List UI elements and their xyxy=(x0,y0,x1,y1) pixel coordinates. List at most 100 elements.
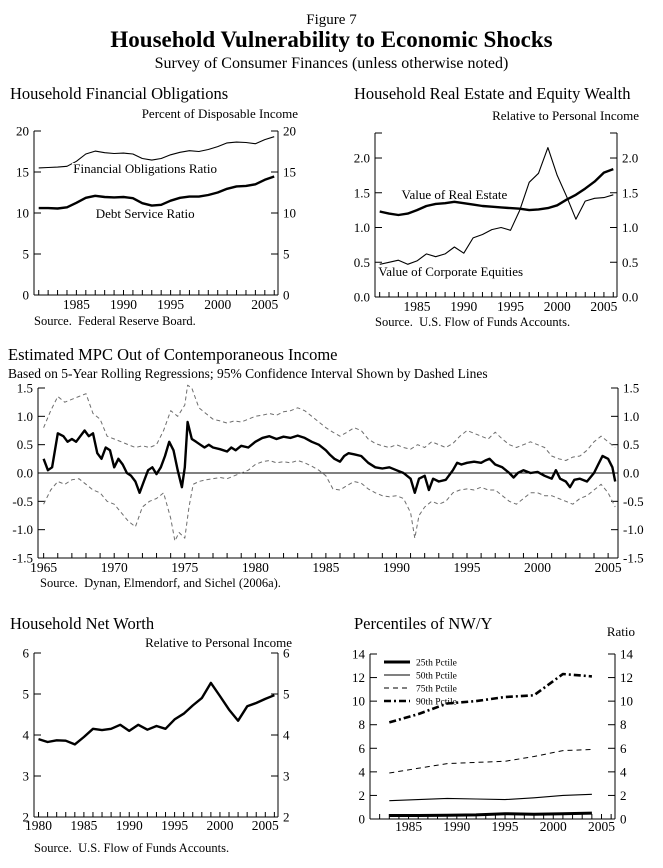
svg-text:12: 12 xyxy=(620,670,633,685)
axis-unit-label: Relative to Personal Income xyxy=(492,108,639,123)
svg-text:Debt Service Ratio: Debt Service Ratio xyxy=(96,206,195,221)
svg-text:25th Pctile: 25th Pctile xyxy=(416,659,457,669)
svg-text:15: 15 xyxy=(283,165,296,180)
chart-title-mpc: Estimated MPC Out of Contemporaneous Inc… xyxy=(8,345,338,364)
source-note: Source. U.S. Flow of Funds Accounts. xyxy=(375,315,571,329)
figure-title: Household Vulnerability to Economic Shoc… xyxy=(110,27,553,52)
svg-text:1995: 1995 xyxy=(454,560,481,575)
svg-text:-1.0: -1.0 xyxy=(623,522,644,537)
svg-text:1995: 1995 xyxy=(492,819,519,834)
svg-text:1995: 1995 xyxy=(161,818,188,833)
svg-text:2000: 2000 xyxy=(544,299,571,314)
svg-text:0.5: 0.5 xyxy=(622,255,638,270)
chart-title-financial-obligations: Household Financial Obligations xyxy=(10,84,229,103)
svg-text:1985: 1985 xyxy=(312,560,339,575)
svg-text:12: 12 xyxy=(352,670,365,685)
svg-text:6: 6 xyxy=(283,649,290,661)
svg-text:5: 5 xyxy=(283,687,290,702)
svg-text:1990: 1990 xyxy=(110,297,137,312)
svg-text:3: 3 xyxy=(23,769,30,784)
svg-text:1985: 1985 xyxy=(70,818,97,833)
svg-text:2: 2 xyxy=(283,810,290,825)
svg-text:1985: 1985 xyxy=(63,297,90,312)
axis-unit-label: Relative to Personal Income xyxy=(145,635,292,650)
svg-text:2: 2 xyxy=(620,788,627,803)
svg-text:50th Pctile: 50th Pctile xyxy=(416,672,457,682)
svg-text:1.0: 1.0 xyxy=(17,409,33,424)
svg-text:2005: 2005 xyxy=(251,297,278,312)
svg-text:8: 8 xyxy=(620,717,627,732)
axis-unit-label: Ratio xyxy=(606,624,635,639)
svg-text:0.0: 0.0 xyxy=(622,290,638,305)
svg-text:4: 4 xyxy=(283,728,290,743)
svg-text:1.5: 1.5 xyxy=(17,383,33,396)
svg-text:-1.0: -1.0 xyxy=(12,522,33,537)
svg-text:1980: 1980 xyxy=(242,560,269,575)
svg-text:6: 6 xyxy=(23,649,30,661)
svg-text:6: 6 xyxy=(359,741,366,756)
svg-text:1.0: 1.0 xyxy=(623,409,639,424)
financial-obligations-chart: 0 0 5 5 10 10 15 15 20 20 1985 1990 1995 2000 2005 Fina… xyxy=(16,124,296,313)
svg-text:0: 0 xyxy=(283,288,290,303)
svg-text:5: 5 xyxy=(283,247,290,262)
svg-text:2005: 2005 xyxy=(595,560,622,575)
svg-text:-1.5: -1.5 xyxy=(12,551,33,566)
svg-text:2.0: 2.0 xyxy=(622,151,638,166)
panel-mpc: Estimated MPC Out of Contemporaneous Inc… xyxy=(0,345,663,600)
svg-text:0: 0 xyxy=(620,812,627,827)
svg-text:10: 10 xyxy=(620,694,633,709)
svg-text:2.0: 2.0 xyxy=(354,151,370,166)
svg-text:2005: 2005 xyxy=(588,819,615,834)
svg-text:0.0: 0.0 xyxy=(17,466,33,481)
svg-text:20: 20 xyxy=(283,124,296,139)
svg-text:4: 4 xyxy=(359,764,366,779)
svg-text:0: 0 xyxy=(359,812,366,827)
source-note: Source. Dynan, Elmendorf, and Sichel (20… xyxy=(40,576,281,590)
svg-text:0.0: 0.0 xyxy=(623,466,639,481)
figure-label: Figure 7 xyxy=(306,12,357,28)
svg-text:-1.5: -1.5 xyxy=(623,551,644,566)
svg-text:0.5: 0.5 xyxy=(623,437,639,452)
svg-text:1990: 1990 xyxy=(383,560,410,575)
svg-text:1.5: 1.5 xyxy=(622,185,638,200)
percentiles-chart: 0 0 2 2 4 4 6 6 8 8 10 10 12 12 14 14 1985 1990 1995 2000 20… xyxy=(352,649,634,834)
source-note: Source. Federal Reserve Board. xyxy=(34,314,196,328)
chart-title-real-estate-equity: Household Real Estate and Equity Wealth xyxy=(354,84,631,103)
figure-subtitle: Survey of Consumer Finances (unless othe… xyxy=(154,55,509,72)
svg-text:1990: 1990 xyxy=(116,818,143,833)
svg-text:1975: 1975 xyxy=(171,560,198,575)
panel-real-estate-equity: Household Real Estate and Equity Wealth … xyxy=(336,84,663,344)
svg-text:-0.5: -0.5 xyxy=(12,494,33,509)
svg-text:4: 4 xyxy=(620,764,627,779)
svg-text:10: 10 xyxy=(16,206,29,221)
svg-text:2000: 2000 xyxy=(204,297,231,312)
net-worth-chart: 2 2 3 3 4 4 5 5 6 6 1980 1985 1990 1995 2000 2005 xyxy=(23,649,291,833)
axis-unit-label: Percent of Disposable Income xyxy=(141,106,298,121)
svg-text:2000: 2000 xyxy=(524,560,551,575)
real-estate-equity-chart: 0.0 0.0 0.5 0.5 1.0 1.0 1.5 1.5 2.0 2.0 1985 1990 19… xyxy=(354,132,638,314)
svg-text:14: 14 xyxy=(620,649,634,662)
svg-text:Financial Obligations Ratio: Financial Obligations Ratio xyxy=(73,161,217,176)
svg-text:-0.5: -0.5 xyxy=(623,494,644,509)
svg-text:1985: 1985 xyxy=(395,819,422,834)
svg-text:2005: 2005 xyxy=(252,818,279,833)
svg-text:5: 5 xyxy=(23,247,30,262)
svg-text:1990: 1990 xyxy=(443,819,470,834)
svg-text:Value of Real Estate: Value of Real Estate xyxy=(402,187,508,202)
svg-text:4: 4 xyxy=(23,728,30,743)
svg-text:1965: 1965 xyxy=(30,560,57,575)
svg-text:14: 14 xyxy=(352,649,366,662)
svg-text:10: 10 xyxy=(283,206,296,221)
panel-financial-obligations: Household Financial Obligations Percent … xyxy=(6,84,336,344)
svg-text:15: 15 xyxy=(16,165,29,180)
svg-text:1985: 1985 xyxy=(404,299,431,314)
svg-text:1995: 1995 xyxy=(157,297,184,312)
svg-text:0.5: 0.5 xyxy=(354,255,370,270)
chart-title-percentiles: Percentiles of NW/Y xyxy=(354,614,493,633)
svg-text:6: 6 xyxy=(620,741,627,756)
svg-text:0: 0 xyxy=(23,288,30,303)
chart-subtitle-mpc: Based on 5-Year Rolling Regressions; 95%… xyxy=(8,366,488,381)
svg-text:1.0: 1.0 xyxy=(622,220,638,235)
svg-text:1.0: 1.0 xyxy=(354,220,370,235)
svg-text:2000: 2000 xyxy=(540,819,567,834)
